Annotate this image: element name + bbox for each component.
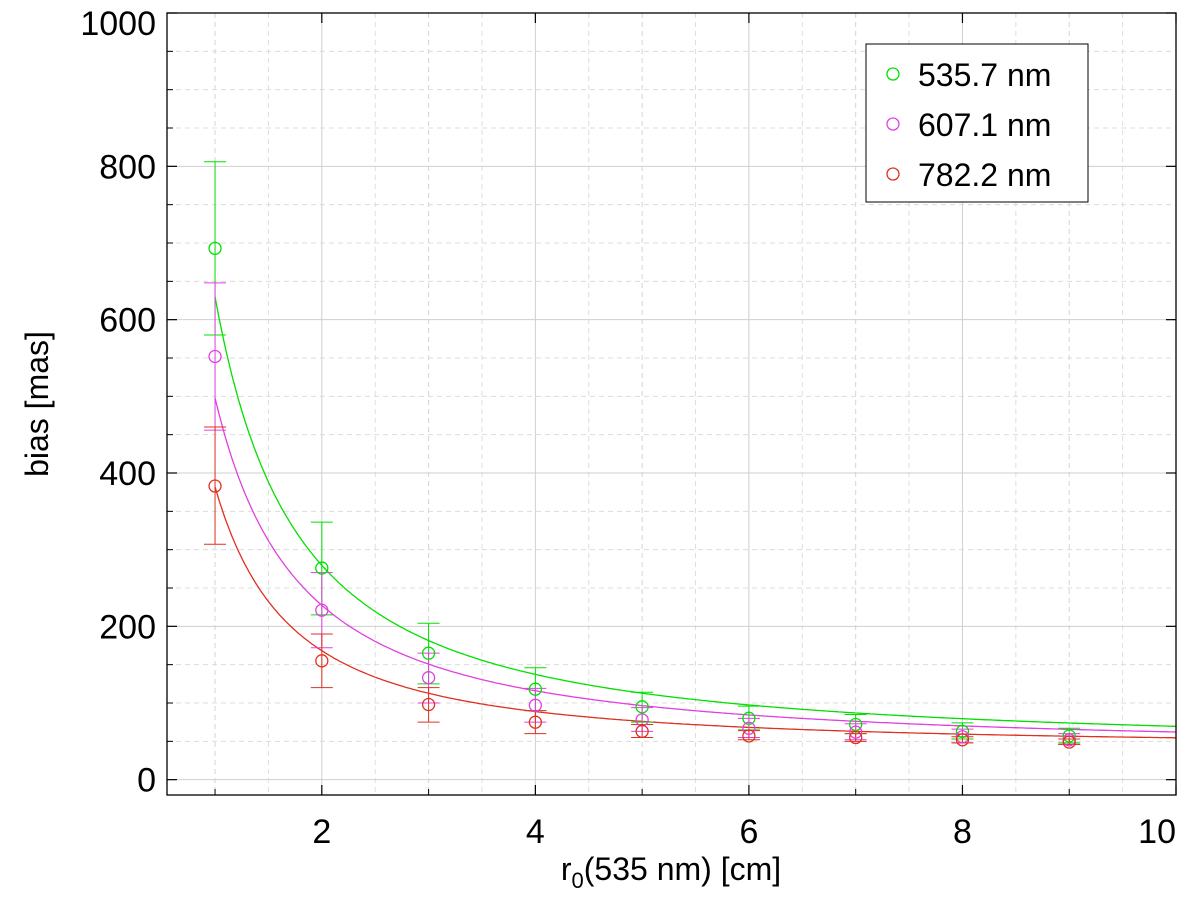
y-tick-label: 200 xyxy=(99,608,156,646)
y-tick-label: 400 xyxy=(99,455,156,493)
data-point xyxy=(1062,735,1076,749)
legend-label-607: 607.1 nm xyxy=(918,107,1051,143)
data-point xyxy=(528,715,543,729)
data-point xyxy=(315,561,329,575)
x-tick-label: 4 xyxy=(526,813,545,851)
legend-label-535: 535.7 nm xyxy=(918,57,1051,93)
data-point xyxy=(421,671,436,685)
x-axis-label-subscript: 0 xyxy=(572,868,584,893)
fit-curves xyxy=(214,296,1176,739)
x-tick-label: 2 xyxy=(312,813,331,851)
data-point xyxy=(1062,729,1076,743)
data-point xyxy=(742,729,756,743)
data-point xyxy=(955,733,970,747)
data-point xyxy=(849,725,863,739)
data-point xyxy=(849,730,863,745)
data-point xyxy=(849,717,863,732)
data-point xyxy=(421,697,436,712)
data-point xyxy=(208,241,222,256)
data-point xyxy=(742,721,756,735)
legend: 535.7 nm 607.1 nm 782.2 nm xyxy=(865,43,1089,203)
data-point xyxy=(208,479,222,493)
y-axis-label: bias [mas] xyxy=(19,331,55,477)
x-tick-label: 10 xyxy=(1138,813,1176,851)
data-point xyxy=(742,711,756,725)
data-point xyxy=(315,654,329,668)
fit-curve-0 xyxy=(214,296,1176,727)
x-axis-label: r0(535 nm) [cm] xyxy=(561,851,781,893)
fit-curve-1 xyxy=(214,397,1176,733)
legend-box xyxy=(865,43,1089,203)
data-point xyxy=(635,724,649,739)
x-axis-label-rest: (535 nm) [cm] xyxy=(584,851,781,887)
data-point xyxy=(208,349,222,364)
legend-marker-535 xyxy=(886,67,900,81)
tick-labels: 2 4 6 8 10 0 200 400 600 800 1000 xyxy=(80,5,1177,851)
y-tick-label: 0 xyxy=(137,762,156,800)
x-axis-label-main: r xyxy=(561,851,572,887)
data-points xyxy=(208,241,1076,749)
data-point xyxy=(421,646,436,660)
error-bars xyxy=(204,161,1081,745)
x-tick-label: 8 xyxy=(953,813,972,851)
legend-label-782: 782.2 nm xyxy=(918,157,1051,193)
data-point xyxy=(955,730,970,744)
y-tick-label: 800 xyxy=(99,148,156,186)
legend-marker-782 xyxy=(886,167,900,181)
data-point xyxy=(955,724,970,739)
y-tick-label: 600 xyxy=(99,302,156,340)
plot-frame xyxy=(166,12,1177,796)
data-point xyxy=(528,698,543,712)
x-tick-label: 6 xyxy=(739,813,758,851)
fit-curve-2 xyxy=(214,486,1176,739)
data-point xyxy=(528,682,543,696)
data-point xyxy=(315,603,329,617)
data-point xyxy=(635,700,649,714)
y-tick-label: 1000 xyxy=(80,5,156,43)
legend-marker-607 xyxy=(886,117,900,131)
